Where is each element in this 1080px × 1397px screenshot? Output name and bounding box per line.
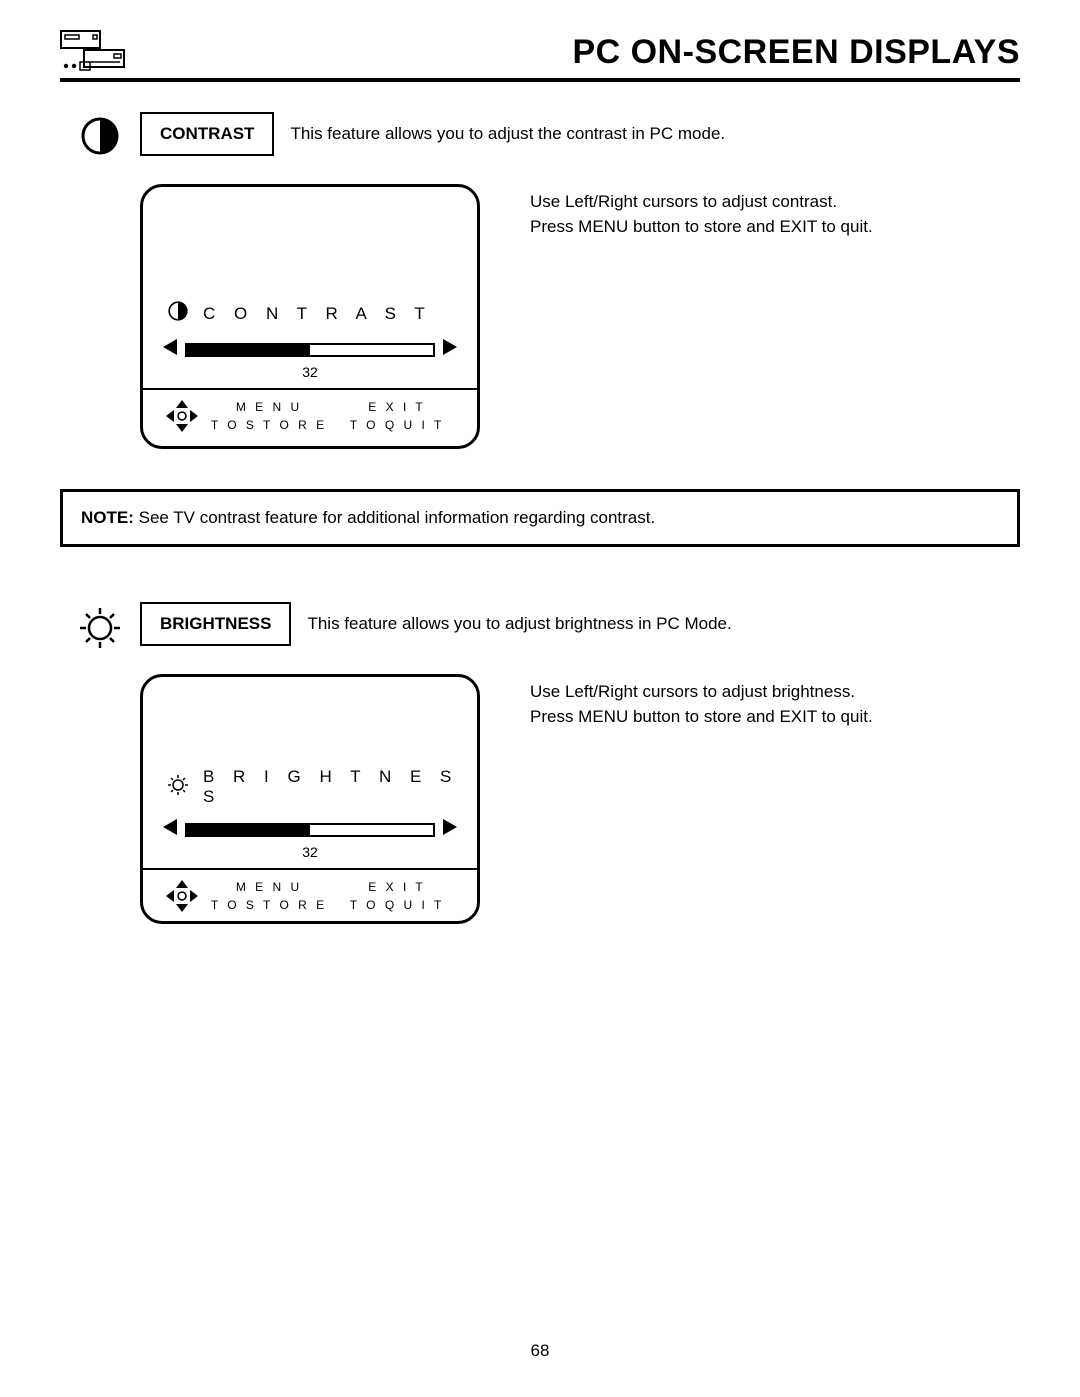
brightness-instructions: Use Left/Right cursors to adjust brightn… [530,674,873,729]
menu-label: M E N U [205,398,333,416]
dpad-icon [159,399,205,433]
brightness-osd-title: B R I G H T N E S S [203,767,459,807]
quit-label: T O Q U I T [333,896,461,914]
contrast-icon [60,112,140,156]
contrast-osd-icon [167,300,189,327]
store-label: T O S T O R E [205,416,333,434]
brightness-value: 32 [161,844,459,860]
exit-label: E X I T [333,398,461,416]
brightness-label: BRIGHTNESS [140,602,291,646]
contrast-section: CONTRAST This feature allows you to adju… [60,112,1020,449]
header: PC ON-SCREEN DISPLAYS [60,30,1020,82]
note-text: See TV contrast feature for additional i… [134,508,655,527]
brightness-osd-icon [167,774,189,801]
contrast-label: CONTRAST [140,112,274,156]
right-arrow-icon[interactable] [443,819,457,840]
dpad-icon [159,879,205,913]
brightness-slider-track[interactable] [185,823,435,837]
brightness-osd-panel: B R I G H T N E S S 32 [140,674,480,924]
left-arrow-icon[interactable] [163,339,177,360]
device-icon [60,30,126,72]
brightness-slider-fill [187,825,310,835]
page-number: 68 [0,1341,1080,1361]
brightness-description: This feature allows you to adjust bright… [307,614,731,634]
contrast-osd-title: C O N T R A S T [203,304,432,324]
contrast-slider[interactable] [161,339,459,360]
brightness-slider[interactable] [161,819,459,840]
contrast-instructions: Use Left/Right cursors to adjust contras… [530,184,873,239]
contrast-slider-fill [187,345,310,355]
exit-label: E X I T [333,878,461,896]
menu-label: M E N U [205,878,333,896]
brightness-icon [60,602,140,650]
contrast-slider-track[interactable] [185,343,435,357]
note-prefix: NOTE: [81,508,134,527]
contrast-description: This feature allows you to adjust the co… [290,124,725,144]
store-label: T O S T O R E [205,896,333,914]
right-arrow-icon[interactable] [443,339,457,360]
contrast-instr-1: Use Left/Right cursors to adjust contras… [530,190,873,215]
brightness-section: BRIGHTNESS This feature allows you to ad… [60,602,1020,924]
left-arrow-icon[interactable] [163,819,177,840]
note-box: NOTE: See TV contrast feature for additi… [60,489,1020,547]
contrast-osd-panel: C O N T R A S T 32 [140,184,480,449]
brightness-instr-1: Use Left/Right cursors to adjust brightn… [530,680,873,705]
contrast-value: 32 [161,364,459,380]
quit-label: T O Q U I T [333,416,461,434]
contrast-instr-2: Press MENU button to store and EXIT to q… [530,215,873,240]
page-title: PC ON-SCREEN DISPLAYS [572,33,1020,72]
brightness-instr-2: Press MENU button to store and EXIT to q… [530,705,873,730]
